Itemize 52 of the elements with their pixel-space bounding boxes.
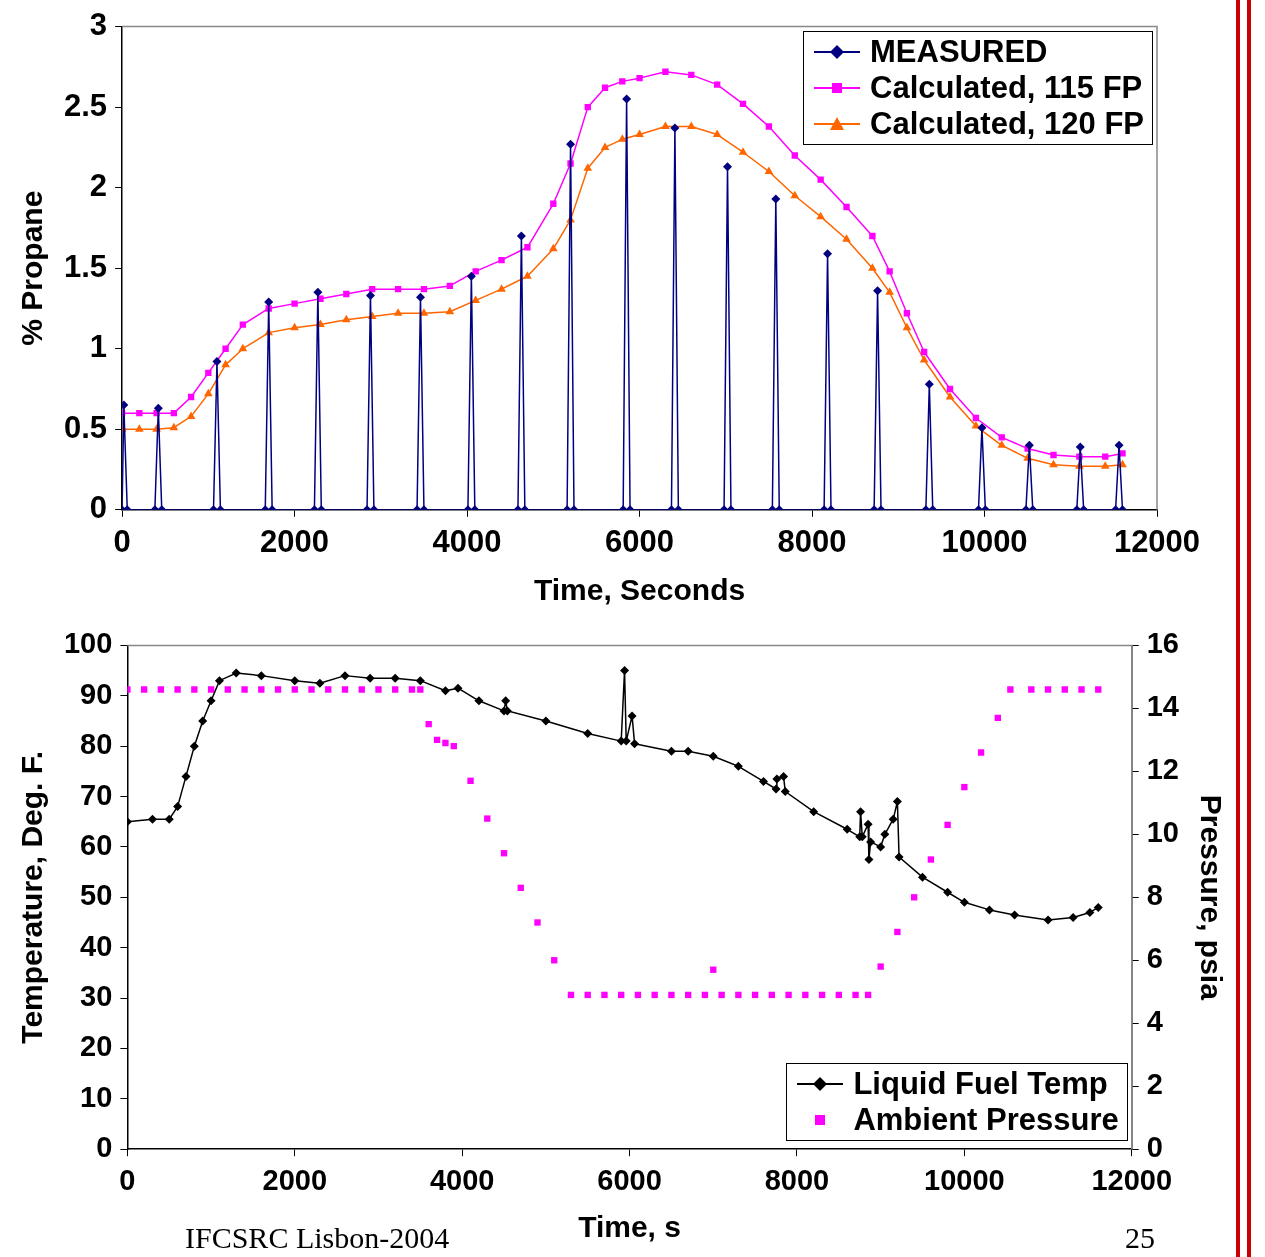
y-tick-label: 30: [80, 980, 113, 1013]
y2-tick-label: 0: [1146, 1131, 1163, 1164]
x-tick-label: 2000: [260, 523, 330, 559]
y-tick-label: 2: [89, 168, 108, 204]
y-tick-label: 1.5: [63, 248, 108, 284]
x-tick-label: 0: [119, 1163, 136, 1196]
legend-label: MEASURED: [870, 33, 1048, 70]
text: IFCSRC Lisbon-2004: [185, 1221, 450, 1255]
y-tick-label: 40: [80, 929, 113, 962]
y2-axis-title: Pressure, psia: [1194, 794, 1228, 1001]
y-tick-label: 2.5: [63, 87, 108, 123]
y2-tick-label: 6: [1146, 942, 1163, 975]
y-tick-label: 0: [96, 1131, 113, 1164]
y2-tick-label: 12: [1146, 753, 1180, 786]
y-tick-label: 1: [89, 329, 108, 365]
y-tick-label: 10: [80, 1080, 113, 1113]
x-tick-label: 6000: [597, 1163, 662, 1196]
x-tick-label: 4000: [432, 523, 502, 559]
y2-tick-label: 2: [1146, 1068, 1163, 1101]
x-tick-label: 2000: [262, 1163, 328, 1196]
y2-tick-label: 16: [1146, 627, 1180, 660]
y-tick-label: 0.5: [63, 409, 108, 445]
x-axis-title: Time, Seconds: [533, 573, 746, 607]
x-tick-label: 12000: [1091, 1163, 1173, 1196]
y2-tick-label: 14: [1146, 690, 1180, 723]
x-tick-label: 8000: [777, 523, 847, 559]
x-axis-title: Time, s: [578, 1210, 681, 1244]
text: 25: [1125, 1221, 1155, 1255]
y-tick-label: 70: [80, 778, 113, 811]
x-tick-label: 10000: [924, 1163, 1005, 1196]
y-tick-label: 100: [63, 627, 113, 660]
y-axis-title: % Propane: [15, 190, 49, 346]
legend-label: Liquid Fuel Temp: [853, 1066, 1108, 1103]
y2-tick-label: 8: [1146, 879, 1163, 912]
x-tick-label: 8000: [764, 1163, 830, 1196]
legend-label: Calculated, 115 FP: [870, 69, 1143, 106]
x-tick-label: 4000: [429, 1163, 495, 1196]
legend-label: Ambient Pressure: [853, 1102, 1119, 1139]
legend-label: Calculated, 120 FP: [870, 105, 1144, 142]
y-tick-label: 3: [89, 7, 108, 43]
y-axis-title: Temperature, Deg. F.: [15, 750, 49, 1044]
x-tick-label: 12000: [1113, 523, 1201, 559]
y-tick-label: 60: [80, 828, 113, 861]
y-tick-label: 50: [80, 879, 113, 912]
y-tick-label: 80: [80, 728, 113, 761]
y-tick-label: 0: [89, 490, 108, 526]
x-tick-label: 10000: [941, 523, 1028, 559]
y-tick-label: 20: [80, 1030, 113, 1063]
y2-tick-label: 10: [1146, 816, 1180, 849]
y-tick-label: 90: [80, 677, 113, 710]
x-tick-label: 6000: [605, 523, 675, 559]
y2-tick-label: 4: [1146, 1005, 1163, 1038]
